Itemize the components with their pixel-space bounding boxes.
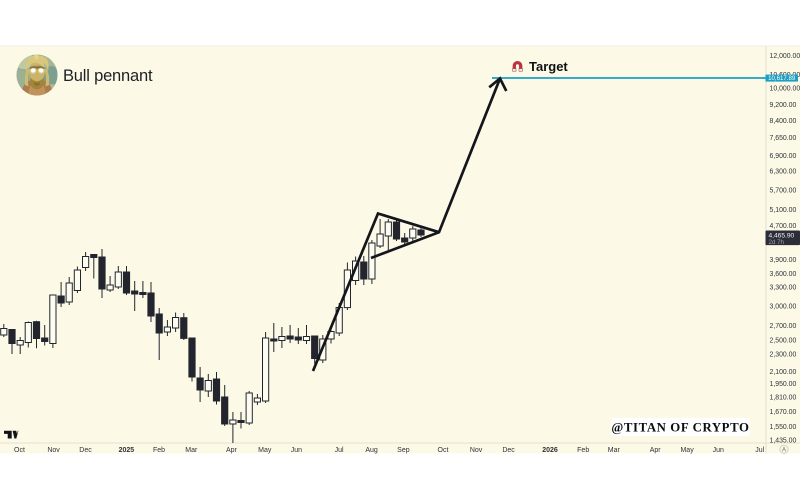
svg-text:1,810.00: 1,810.00 bbox=[770, 394, 797, 401]
svg-text:2d 7h: 2d 7h bbox=[769, 239, 785, 246]
svg-text:12,000.00: 12,000.00 bbox=[770, 53, 800, 60]
svg-text:6,900.00: 6,900.00 bbox=[770, 153, 797, 160]
svg-text:3,900.00: 3,900.00 bbox=[770, 257, 797, 264]
svg-text:@TITAN OF CRYPTO: @TITAN OF CRYPTO bbox=[611, 421, 749, 435]
svg-text:Jun: Jun bbox=[713, 447, 724, 454]
svg-text:Jun: Jun bbox=[291, 447, 302, 454]
svg-text:1,435.00: 1,435.00 bbox=[770, 438, 797, 445]
svg-text:9,200.00: 9,200.00 bbox=[770, 102, 797, 109]
svg-text:10,617.89: 10,617.89 bbox=[768, 75, 796, 82]
svg-text:2,300.00: 2,300.00 bbox=[770, 351, 797, 358]
svg-text:2,100.00: 2,100.00 bbox=[770, 369, 797, 376]
svg-text:1,950.00: 1,950.00 bbox=[770, 381, 797, 388]
svg-text:1,550.00: 1,550.00 bbox=[770, 424, 797, 431]
svg-text:Nov: Nov bbox=[470, 447, 483, 454]
svg-text:4,700.00: 4,700.00 bbox=[770, 223, 797, 230]
svg-text:5,100.00: 5,100.00 bbox=[770, 207, 797, 214]
svg-text:4,465.90: 4,465.90 bbox=[769, 232, 795, 239]
svg-text:3,000.00: 3,000.00 bbox=[770, 303, 797, 310]
svg-text:2025: 2025 bbox=[119, 447, 135, 454]
svg-text:8,400.00: 8,400.00 bbox=[770, 118, 797, 125]
svg-text:Sep: Sep bbox=[397, 447, 410, 454]
svg-text:Nov: Nov bbox=[47, 447, 60, 454]
svg-text:Apr: Apr bbox=[226, 447, 238, 454]
svg-text:Bull pennant: Bull pennant bbox=[63, 67, 153, 85]
svg-text:10,000.00: 10,000.00 bbox=[770, 86, 800, 93]
svg-text:Jul: Jul bbox=[755, 447, 764, 454]
svg-text:Target: Target bbox=[529, 59, 568, 74]
svg-text:7,650.00: 7,650.00 bbox=[770, 135, 797, 142]
svg-text:May: May bbox=[680, 447, 694, 454]
svg-text:Dec: Dec bbox=[79, 447, 92, 454]
svg-text:Jul: Jul bbox=[335, 447, 344, 454]
svg-text:2,700.00: 2,700.00 bbox=[770, 323, 797, 330]
svg-text:Oct: Oct bbox=[14, 447, 25, 454]
svg-text:3,300.00: 3,300.00 bbox=[770, 285, 797, 292]
svg-text:6,300.00: 6,300.00 bbox=[770, 168, 797, 175]
svg-text:Mar: Mar bbox=[185, 447, 198, 454]
svg-text:2,500.00: 2,500.00 bbox=[770, 337, 797, 344]
svg-text:A: A bbox=[782, 448, 786, 454]
svg-text:Mar: Mar bbox=[608, 447, 621, 454]
svg-text:3,600.00: 3,600.00 bbox=[770, 271, 797, 278]
svg-text:Feb: Feb bbox=[577, 447, 589, 454]
svg-text:1,670.00: 1,670.00 bbox=[770, 409, 797, 416]
svg-text:Apr: Apr bbox=[650, 447, 662, 454]
svg-text:Aug: Aug bbox=[365, 447, 378, 454]
svg-text:2026: 2026 bbox=[542, 447, 558, 454]
svg-text:Dec: Dec bbox=[502, 447, 515, 454]
svg-text:May: May bbox=[258, 447, 272, 454]
svg-text:Feb: Feb bbox=[153, 447, 165, 454]
svg-text:Oct: Oct bbox=[438, 447, 449, 454]
svg-text:5,700.00: 5,700.00 bbox=[770, 187, 797, 194]
